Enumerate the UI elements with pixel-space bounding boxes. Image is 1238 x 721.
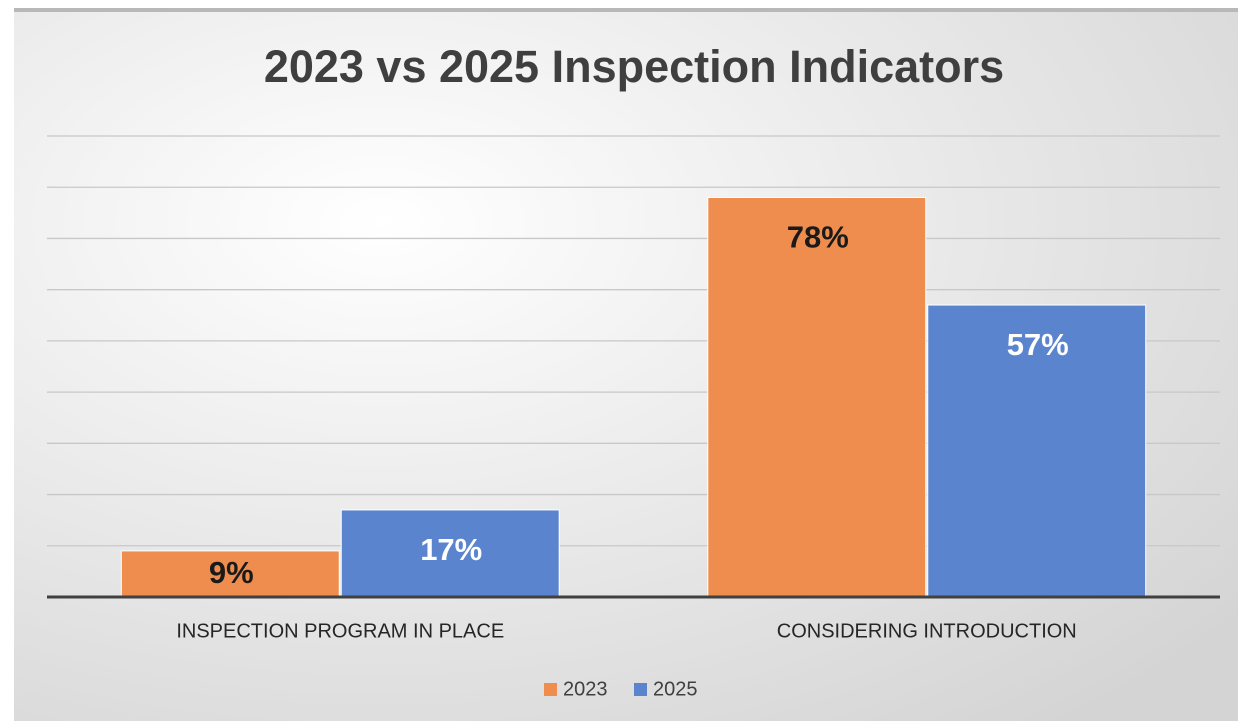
bar xyxy=(120,550,340,598)
value-label: 17% xyxy=(420,532,482,567)
chart-title: 2023 vs 2025 Inspection Indicators xyxy=(264,41,1004,92)
legend-label: 2025 xyxy=(653,678,698,700)
bar xyxy=(707,196,927,598)
value-label: 78% xyxy=(787,220,849,255)
legend-label: 2023 xyxy=(563,678,608,700)
legend-swatch xyxy=(634,683,647,696)
legend-swatch xyxy=(544,683,557,696)
bar xyxy=(927,304,1147,598)
x-tick-label: CONSIDERING INTRODUCTION xyxy=(777,620,1077,642)
value-label: 9% xyxy=(209,555,254,590)
value-label: 57% xyxy=(1007,327,1069,362)
x-tick-label: INSPECTION PROGRAM IN PLACE xyxy=(176,620,504,642)
top-border xyxy=(14,8,1238,12)
bar xyxy=(340,509,560,598)
